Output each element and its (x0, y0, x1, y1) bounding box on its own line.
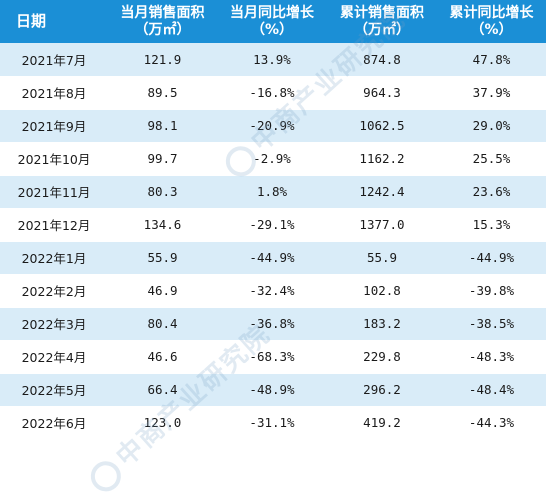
cell-cumulative-area: 964.3 (327, 76, 437, 109)
header-monthly-yoy-unit: （%） (250, 21, 294, 38)
cell-monthly-area: 66.4 (108, 373, 217, 406)
cell-cumulative-area: 229.8 (327, 340, 437, 373)
cell-date: 2021年10月 (0, 142, 108, 175)
header-monthly-area-label: 当月销售面积 (120, 4, 205, 21)
cell-date: 2021年8月 (0, 76, 108, 109)
cell-monthly-yoy: 13.9% (217, 43, 327, 76)
header-monthly-area-unit: （万㎡） (134, 21, 191, 38)
cell-date: 2021年12月 (0, 208, 108, 241)
header-cumulative-area-label: 累计销售面积 (340, 4, 424, 21)
table-row: 2021年8月 89.5 -16.8% 964.3 37.9% (0, 76, 546, 109)
cell-cumulative-yoy: 29.0% (437, 109, 546, 142)
cell-monthly-area: 89.5 (108, 76, 217, 109)
table-row: 2022年3月 80.4 -36.8% 183.2 -38.5% (0, 307, 546, 340)
cell-cumulative-area: 1162.2 (327, 142, 437, 175)
table-row: 2022年5月 66.4 -48.9% 296.2 -48.4% (0, 373, 546, 406)
cell-cumulative-area: 419.2 (327, 406, 437, 439)
header-monthly-yoy: 当月同比增长 （%） (217, 0, 327, 43)
cell-monthly-yoy: -68.3% (217, 340, 327, 373)
cell-cumulative-yoy: 37.9% (437, 76, 546, 109)
cell-cumulative-area: 102.8 (327, 274, 437, 307)
header-cumulative-yoy-label: 累计同比增长 (449, 4, 534, 21)
table-row: 2021年11月 80.3 1.8% 1242.4 23.6% (0, 175, 546, 208)
header-cumulative-yoy-unit: （%） (470, 21, 513, 38)
header-monthly-area: 当月销售面积 （万㎡） (108, 0, 217, 43)
table-header: 日期 当月销售面积 （万㎡） 当月同比增长 （%） 累计销售面积 （万㎡） 累计… (0, 0, 546, 43)
cell-date: 2022年5月 (0, 373, 108, 406)
cell-monthly-area: 134.6 (108, 208, 217, 241)
header-cumulative-area-unit: （万㎡） (354, 21, 410, 38)
cell-cumulative-yoy: -44.9% (437, 241, 546, 274)
cell-monthly-area: 55.9 (108, 241, 217, 274)
cell-cumulative-yoy: 47.8% (437, 43, 546, 76)
cell-date: 2021年9月 (0, 109, 108, 142)
table-row: 2022年2月 46.9 -32.4% 102.8 -39.8% (0, 274, 546, 307)
cell-cumulative-area: 874.8 (327, 43, 437, 76)
cell-cumulative-area: 55.9 (327, 241, 437, 274)
cell-cumulative-yoy: -39.8% (437, 274, 546, 307)
header-date: 日期 (0, 0, 108, 43)
cell-date: 2021年11月 (0, 175, 108, 208)
cell-date: 2022年3月 (0, 307, 108, 340)
cell-monthly-area: 46.9 (108, 274, 217, 307)
cell-monthly-area: 121.9 (108, 43, 217, 76)
cell-cumulative-area: 1242.4 (327, 175, 437, 208)
cell-monthly-area: 98.1 (108, 109, 217, 142)
cell-monthly-yoy: 1.8% (217, 175, 327, 208)
cell-date: 2022年1月 (0, 241, 108, 274)
cell-cumulative-yoy: -44.3% (437, 406, 546, 439)
cell-cumulative-area: 1062.5 (327, 109, 437, 142)
cell-cumulative-yoy: -48.4% (437, 373, 546, 406)
cell-monthly-yoy: -2.9% (217, 142, 327, 175)
table-row: 2021年12月 134.6 -29.1% 1377.0 15.3% (0, 208, 546, 241)
cell-monthly-yoy: -20.9% (217, 109, 327, 142)
cell-cumulative-yoy: -48.3% (437, 340, 546, 373)
sales-area-table: 日期 当月销售面积 （万㎡） 当月同比增长 （%） 累计销售面积 （万㎡） 累计… (0, 0, 546, 439)
cell-monthly-yoy: -31.1% (217, 406, 327, 439)
cell-monthly-yoy: -36.8% (217, 307, 327, 340)
table-row: 2021年9月 98.1 -20.9% 1062.5 29.0% (0, 109, 546, 142)
cell-cumulative-area: 183.2 (327, 307, 437, 340)
cell-monthly-area: 80.4 (108, 307, 217, 340)
cell-cumulative-yoy: 25.5% (437, 142, 546, 175)
cell-monthly-yoy: -32.4% (217, 274, 327, 307)
table-row: 2022年1月 55.9 -44.9% 55.9 -44.9% (0, 241, 546, 274)
header-monthly-yoy-label: 当月同比增长 (230, 4, 314, 21)
header-row: 日期 当月销售面积 （万㎡） 当月同比增长 （%） 累计销售面积 （万㎡） 累计… (0, 0, 546, 43)
cell-date: 2022年2月 (0, 274, 108, 307)
cell-monthly-area: 99.7 (108, 142, 217, 175)
header-cumulative-area: 累计销售面积 （万㎡） (327, 0, 437, 43)
header-cumulative-yoy: 累计同比增长 （%） (437, 0, 546, 43)
cell-monthly-area: 123.0 (108, 406, 217, 439)
table-row: 2021年10月 99.7 -2.9% 1162.2 25.5% (0, 142, 546, 175)
watermark-logo-icon (84, 454, 127, 498)
table-row: 2022年4月 46.6 -68.3% 229.8 -48.3% (0, 340, 546, 373)
cell-monthly-yoy: -29.1% (217, 208, 327, 241)
cell-cumulative-yoy: -38.5% (437, 307, 546, 340)
cell-monthly-area: 80.3 (108, 175, 217, 208)
cell-date: 2021年7月 (0, 43, 108, 76)
cell-monthly-yoy: -16.8% (217, 76, 327, 109)
table-row: 2022年6月 123.0 -31.1% 419.2 -44.3% (0, 406, 546, 439)
table-body: 2021年7月 121.9 13.9% 874.8 47.8% 2021年8月 89.5 -1… (0, 43, 546, 439)
header-date-label: 日期 (16, 12, 47, 30)
cell-monthly-area: 46.6 (108, 340, 217, 373)
cell-monthly-yoy: -48.9% (217, 373, 327, 406)
cell-cumulative-area: 1377.0 (327, 208, 437, 241)
cell-monthly-yoy: -44.9% (217, 241, 327, 274)
cell-cumulative-yoy: 15.3% (437, 208, 546, 241)
cell-cumulative-area: 296.2 (327, 373, 437, 406)
cell-date: 2022年4月 (0, 340, 108, 373)
table-row: 2021年7月 121.9 13.9% 874.8 47.8% (0, 43, 546, 76)
cell-date: 2022年6月 (0, 406, 108, 439)
cell-cumulative-yoy: 23.6% (437, 175, 546, 208)
